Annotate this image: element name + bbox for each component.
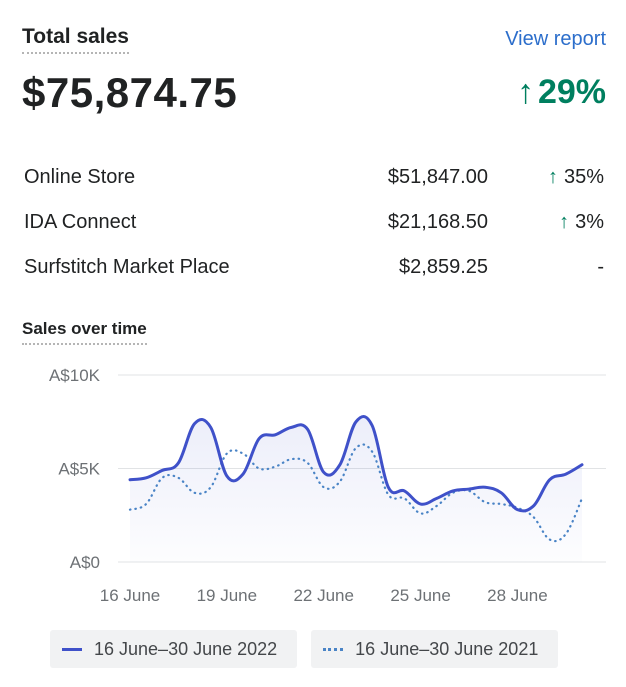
channel-change: ↑ 35% [548, 160, 604, 194]
channel-breakdown: Online Store $51,847.00 ↑ 35% IDA Connec… [24, 160, 606, 295]
channel-change-percent: 3% [575, 211, 604, 233]
arrow-up-icon: ↑ [516, 73, 534, 111]
chart-legend: 16 June–30 June 2022 16 June–30 June 202… [50, 630, 559, 668]
channel-row: Online Store $51,847.00 ↑ 35% [24, 160, 606, 205]
dotted-line-icon [323, 647, 344, 651]
y-tick-label: A$0 [70, 553, 100, 572]
x-tick-label: 16 June [100, 586, 161, 605]
total-sales-value: $75,874.75 [22, 69, 238, 116]
x-tick-label: 19 June [197, 586, 258, 605]
series-line-2022 [128, 415, 584, 513]
solid-line-icon [62, 647, 82, 651]
x-tick-label: 28 June [487, 586, 548, 605]
channel-change-percent: 35% [563, 166, 604, 188]
y-tick-label: A$10K [49, 366, 101, 385]
channel-name: Surfstitch Market Place [24, 256, 230, 278]
arrow-up-icon: ↑ [547, 166, 558, 188]
channel-row: IDA Connect $21,168.50 ↑ 3% [24, 205, 606, 250]
channel-change: ↑ 3% [559, 205, 604, 239]
channel-name: IDA Connect [24, 211, 137, 233]
arrow-up-icon: ↑ [559, 211, 570, 233]
legend-label: 16 June–30 June 2021 [355, 638, 539, 659]
channel-amount: $51,847.00 [387, 166, 488, 188]
channel-amount: $2,859.25 [399, 256, 488, 278]
legend-item-2022[interactable]: 16 June–30 June 2022 [50, 630, 298, 668]
chart-section-title: Sales over time [22, 318, 147, 345]
total-change-percent: 29% [537, 73, 606, 111]
series-line-2021 [128, 443, 584, 543]
channel-change-percent: - [597, 256, 604, 278]
x-tick-label: 25 June [390, 586, 451, 605]
channel-amount: $21,168.50 [387, 211, 488, 233]
legend-label: 16 June–30 June 2022 [94, 638, 278, 659]
series-area-2022 [130, 416, 582, 562]
channel-change: - [597, 250, 604, 284]
view-report-link[interactable]: View report [505, 28, 606, 50]
total-change: ↑ 29% [517, 70, 606, 114]
legend-item-2021[interactable]: 16 June–30 June 2021 [311, 630, 559, 668]
channel-name: Online Store [24, 166, 136, 188]
channel-row: Surfstitch Market Place $2,859.25 - [24, 250, 606, 295]
x-tick-label: 22 June [293, 586, 354, 605]
y-tick-label: A$5K [58, 460, 100, 479]
sales-over-time-chart[interactable]: A$10K A$5K A$0 16 June 19 June 22 June 25 Jun… [0, 355, 626, 615]
card-title: Total sales [22, 24, 129, 54]
